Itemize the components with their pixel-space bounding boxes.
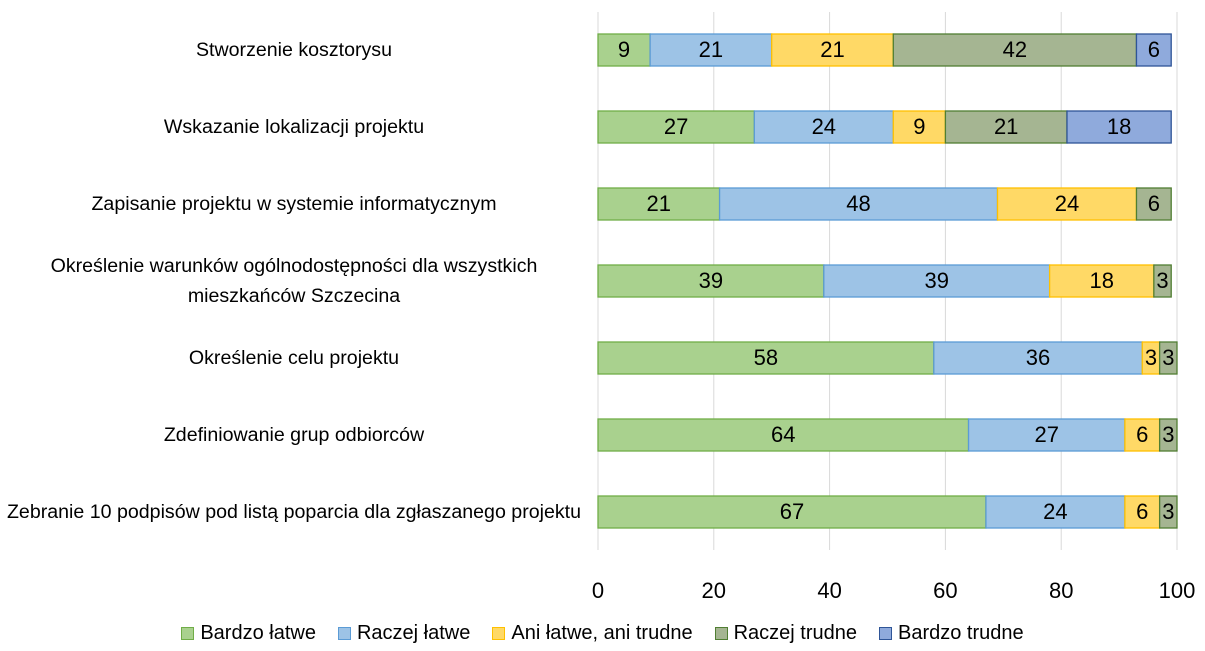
data-label: 6: [1136, 499, 1148, 524]
bar-segment: [967, 418, 1126, 452]
data-label: 21: [647, 191, 671, 216]
legend-swatch: [181, 627, 195, 640]
legend: Bardzo łatwe Raczej łatwe Ani łatwe, ani t…: [0, 622, 1205, 645]
data-label: 3: [1145, 345, 1157, 370]
legend-item: Raczej łatwe: [337, 622, 471, 645]
bar-segment: [1124, 418, 1161, 452]
data-label: 39: [699, 268, 723, 293]
category-label: Zapisanie projektu w systemie informatyc…: [91, 193, 497, 215]
data-label: 39: [924, 268, 948, 293]
x-tick-label: 40: [817, 578, 841, 603]
data-label: 9: [618, 37, 630, 62]
data-label: 3: [1162, 345, 1174, 370]
bar-segment: [823, 264, 1051, 298]
data-label: 64: [771, 422, 795, 447]
data-label: 21: [699, 37, 723, 62]
bar-segment: [933, 341, 1143, 375]
data-label: 24: [1043, 499, 1067, 524]
data-label: 6: [1136, 422, 1148, 447]
legend-swatch: [492, 627, 506, 640]
bar-segment: [1158, 418, 1178, 452]
data-label: 27: [1034, 422, 1058, 447]
data-label: 27: [664, 114, 688, 139]
legend-item: Bardzo trudne: [879, 622, 1024, 645]
bar-segment: [1135, 33, 1172, 67]
data-label: 18: [1107, 114, 1131, 139]
category-label: Wskazanie lokalizacji projektu: [163, 116, 425, 138]
data-label: 36: [1026, 345, 1050, 370]
data-label: 3: [1162, 499, 1174, 524]
legend-swatch: [337, 627, 351, 640]
legend-swatch: [879, 627, 892, 640]
data-label: 58: [754, 345, 778, 370]
data-label: 6: [1148, 37, 1160, 62]
data-label: 3: [1156, 268, 1168, 293]
bar-segment: [944, 110, 1068, 144]
data-label: 21: [820, 37, 844, 62]
legend-item: Bardzo łatwe: [181, 622, 316, 645]
x-tick-label: 80: [1049, 578, 1073, 603]
bar-segment: [753, 110, 894, 144]
legend-item: Ani łatwe, ani trudne: [492, 622, 693, 645]
data-label: 6: [1148, 191, 1160, 216]
legend-label: Bardzo łatwe: [200, 622, 316, 644]
bar-segment: [1158, 341, 1178, 375]
category-label: Określenie warunków ogólnodostępności dl…: [50, 255, 538, 307]
data-label: 3: [1162, 422, 1174, 447]
data-label: 9: [913, 114, 925, 139]
bar-segment: [1066, 110, 1172, 144]
bar-segment: [597, 341, 935, 375]
bar-segment: [985, 495, 1126, 529]
bar-segment: [996, 187, 1138, 221]
plot: 0 20 40 60 80 100 9 21 21 42 6 27 24 9 21 18 21 48 24 6 39 39…: [592, 12, 1196, 603]
x-tick-label: 60: [933, 578, 957, 603]
data-label: 18: [1089, 268, 1113, 293]
category-label: Określenie celu projektu: [188, 347, 400, 369]
data-label: 42: [1003, 37, 1027, 62]
legend-swatch: [714, 627, 728, 640]
bar-segment: [771, 33, 894, 67]
legend-label: Bardzo trudne: [898, 622, 1024, 644]
bar-segment: [1048, 264, 1155, 298]
bar-segment: [892, 110, 947, 144]
data-label: 67: [780, 499, 804, 524]
category-label: Zdefiniowanie grup odbiorców: [163, 424, 425, 446]
data-label: 24: [812, 114, 836, 139]
legend-label: Ani łatwe, ani trudne: [511, 622, 693, 644]
x-tick-label: 20: [702, 578, 726, 603]
data-label: 21: [994, 114, 1018, 139]
x-tick-label: 100: [1159, 578, 1196, 603]
bar-segment: [649, 33, 773, 67]
legend-label: Raczej trudne: [733, 622, 857, 644]
category-label: Stworzenie kosztorysu: [195, 39, 392, 61]
legend-item: Raczej trudne: [714, 622, 857, 645]
bar-segment: [1153, 264, 1172, 298]
data-label: 24: [1055, 191, 1079, 216]
legend-label: Raczej łatwe: [356, 622, 471, 644]
bar-segment: [1158, 495, 1178, 529]
data-label: 48: [846, 191, 870, 216]
category-label: Zebranie 10 podpisów pod listą poparcia …: [6, 501, 582, 523]
x-tick-label: 0: [592, 578, 604, 603]
bar-segment: [1135, 187, 1172, 221]
